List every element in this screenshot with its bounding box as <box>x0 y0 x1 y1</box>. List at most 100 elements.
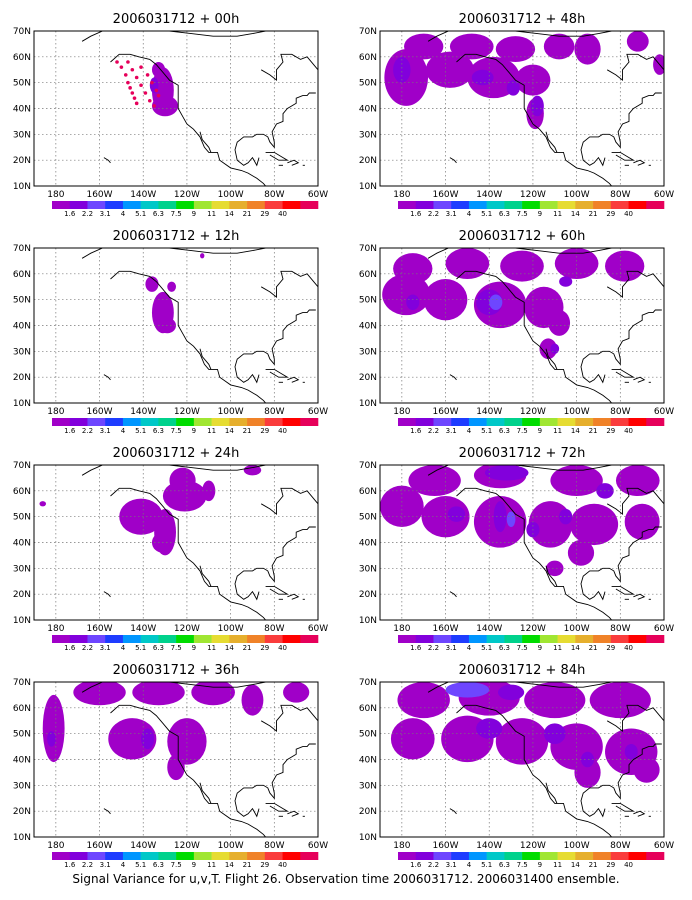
colorbar-label: 9 <box>192 861 196 869</box>
colorbar-label: 7.5 <box>517 644 528 652</box>
variance-shade <box>449 33 494 60</box>
lon-tick-label: 160W <box>432 841 458 851</box>
variance-shade <box>559 276 573 287</box>
lon-tick-label: 100W <box>218 841 244 851</box>
coastline <box>265 802 290 812</box>
colorbar-swatch <box>610 635 629 643</box>
colorbar-swatch <box>52 418 71 426</box>
variance-shade <box>574 756 601 788</box>
lat-tick-label: 50N <box>13 730 31 740</box>
colorbar-swatch <box>433 852 452 860</box>
colorbar-swatch <box>398 635 417 643</box>
colorbar-label: 2.2 <box>428 644 439 652</box>
colorbar-label: 2.2 <box>82 861 93 869</box>
map-frame <box>33 30 319 187</box>
colorbar-label: 1.6 <box>410 427 422 435</box>
colorbar-swatch <box>539 852 558 860</box>
colorbar-label: 14 <box>225 644 234 652</box>
colorbar-label: 5.1 <box>135 861 146 869</box>
colorbar-label: 4 <box>121 644 126 652</box>
colorbar-swatch <box>211 852 230 860</box>
variance-shade <box>546 560 564 577</box>
colorbar-label: 11 <box>207 210 216 218</box>
colorbar-label: 9 <box>538 861 542 869</box>
variance-shade <box>589 682 651 719</box>
colorbar-swatch <box>646 201 665 209</box>
colorbar-label: 4 <box>121 210 126 218</box>
colorbar-label: 3.1 <box>100 861 111 869</box>
colorbar-swatch <box>282 201 301 209</box>
colorbar-swatch <box>646 635 665 643</box>
coastline <box>611 585 636 595</box>
colorbar-swatch <box>105 852 124 860</box>
colorbar-swatch <box>140 852 159 860</box>
colorbar-label: 1.6 <box>64 861 76 869</box>
lon-tick-label: 80W <box>610 190 630 200</box>
colorbar-swatch <box>122 201 141 209</box>
variance-shade <box>539 338 557 360</box>
colorbar-swatch <box>522 852 541 860</box>
colorbar-swatch <box>211 201 230 209</box>
colorbar-swatch <box>575 201 594 209</box>
colorbar-swatch <box>451 635 470 643</box>
coastline <box>449 374 457 381</box>
variance-shade <box>605 250 645 282</box>
colorbar-label: 21 <box>589 427 598 435</box>
variance-shade <box>119 498 163 535</box>
colorbar-label: 9 <box>192 210 196 218</box>
colorbar-swatch <box>87 418 106 426</box>
variance-shade <box>484 465 529 481</box>
colorbar-label: 4 <box>467 427 472 435</box>
colorbar-swatch <box>300 635 319 643</box>
colorbar-label: 3.1 <box>446 644 457 652</box>
coastline <box>199 782 212 804</box>
lat-tick-label: 10N <box>359 616 377 626</box>
colorbar-swatch <box>264 635 283 643</box>
flight-track-point <box>123 73 128 77</box>
lat-tick-label: 70N <box>13 461 31 471</box>
coastline <box>611 368 636 378</box>
lon-tick-label: 140W <box>476 190 502 200</box>
map-frame <box>379 464 665 621</box>
variance-shade <box>200 253 205 259</box>
colorbar-label: 3.1 <box>446 427 457 435</box>
colorbar-label: 6.3 <box>153 427 164 435</box>
lon-tick-label: 60W <box>308 624 328 634</box>
flight-track-point <box>152 104 156 108</box>
colorbar: 1.6 2.2 3.1 4 5.1 6.3 7.5 9 11 14 21 29 40 <box>398 418 665 435</box>
colorbar-label: 14 <box>571 644 580 652</box>
map-panel: 2006031712 + 60h 70N 60N 50N 40N 30N 20N 10N 180… <box>359 229 674 435</box>
colorbar-swatch <box>593 201 612 209</box>
lat-tick-label: 70N <box>359 27 377 37</box>
colorbar-label: 21 <box>243 427 252 435</box>
coastline <box>545 782 558 804</box>
colorbar-swatch <box>486 418 505 426</box>
colorbar-label: 3.1 <box>100 644 111 652</box>
lat-tick-label: 50N <box>13 296 31 306</box>
colorbar-swatch <box>264 201 283 209</box>
colorbar: 1.6 2.2 3.1 4 5.1 6.3 7.5 9 11 14 21 29 40 <box>52 201 319 218</box>
colorbar-label: 2.2 <box>82 427 93 435</box>
coastline <box>633 376 646 383</box>
colorbar-label: 11 <box>207 427 216 435</box>
colorbar-label: 5.1 <box>135 210 146 218</box>
variance-shade <box>476 718 503 739</box>
colorbar: 1.6 2.2 3.1 4 5.1 6.3 7.5 9 11 14 21 29 40 <box>398 635 665 652</box>
colorbar-label: 21 <box>589 210 598 218</box>
colorbar-label: 4 <box>121 427 126 435</box>
colorbar-swatch <box>282 635 301 643</box>
lon-tick-label: 140W <box>130 190 156 200</box>
lat-tick-label: 30N <box>13 347 31 357</box>
map-panel: 2006031712 + 72h 70N 60N 50N 40N 30N 20N 10N 180… <box>359 446 674 652</box>
lat-tick-label: 70N <box>359 678 377 688</box>
colorbar-label: 40 <box>624 210 633 218</box>
colorbar-swatch <box>87 852 106 860</box>
lat-tick-label: 40N <box>13 539 31 549</box>
lon-tick-label: 160W <box>86 190 112 200</box>
lat-tick-label: 20N <box>359 156 377 166</box>
panel-title: 2006031712 + 12h <box>113 229 240 244</box>
colorbar-swatch <box>105 201 124 209</box>
lat-tick-label: 40N <box>359 539 377 549</box>
lat-tick-label: 40N <box>13 322 31 332</box>
colorbar: 1.6 2.2 3.1 4 5.1 6.3 7.5 9 11 14 21 29 40 <box>52 852 319 869</box>
